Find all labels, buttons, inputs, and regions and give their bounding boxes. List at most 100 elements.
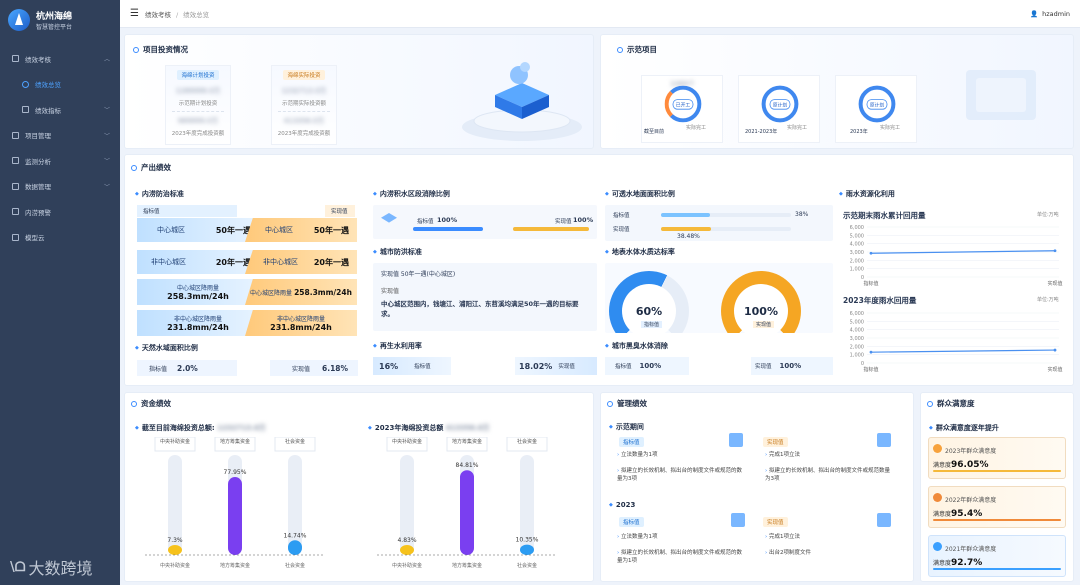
sidebar-item-data[interactable]: 数据管理 ﹀ [0,174,120,200]
permeable-target-track [661,213,791,217]
flood-tag-target: 指标值 [137,205,237,217]
waterlog-actual-value: 100% [573,216,594,224]
city-panel: 实现值 50年一遇(中心城区) 实现值 中心城区范围内，钱塘江、浦阳江、东苕溪均… [373,263,597,331]
cylinder-track [168,455,182,555]
actual-label-2: 2023年度完成投资额 [277,131,331,137]
rain-title: 雨水资源化利用 [839,189,895,199]
waterlog-actual-bar [513,227,589,231]
title-marker-icon [131,400,137,407]
gauge-actual-value: 100% [734,284,788,333]
cylinder-bar [460,470,474,555]
bar-value-label: 84.81% [456,462,479,469]
y-tick-label: 3,000 [850,336,864,342]
flood-actual-row: 中心城区 50年一遇 [245,218,357,242]
sidebar-item-projects[interactable]: 项目管理 ﹀ [0,123,120,149]
y-tick-label: 6,000 [850,311,864,317]
top-bar: ☰ 绩效考核 / 绩效总览 👤 hzadmin [120,0,1080,28]
y-tick-label: 6,000 [850,225,864,231]
layers-icon [381,213,397,223]
user-menu[interactable]: 👤 hzadmin [1030,9,1070,18]
x-tick-label: 指标值 [863,366,878,373]
bar-value-label: 14.74% [284,532,307,539]
title-marker-icon [927,400,933,407]
demo-caption: 2021-2023年 [745,129,778,135]
title-marker-icon [607,400,613,407]
x-tick-label: 社会资金 [517,562,537,569]
watermark-logo: \ᗝ [10,559,26,575]
permeable-target-bar [661,213,711,217]
demo-illustration [966,70,1036,120]
menu-icon[interactable]: ☰ [130,8,139,19]
sidebar: 杭州海绵 智慧管控平台 绩效考核 ︿ 绩效总览 绩效指标 ﹀ 项目管理 ﹀ 监测分析 ﹀… [0,0,120,585]
fund-source-label: 中央补助资金 [160,438,190,445]
y-tick-label: 5,000 [850,233,864,239]
flood-target-row: 中心城区 50年一遇 [137,218,259,242]
document-icon [877,433,891,447]
monitor-icon [12,157,19,165]
cylinder-track [520,455,534,555]
medal-icon [933,493,942,502]
x-tick-label: 中央补助资金 [392,562,422,569]
invest-illustration [462,62,582,141]
chevron-down-icon: ﹀ [103,183,110,191]
satisfaction-item-2023: 2023年群众满意度 满意度96.05% [928,437,1066,479]
sidebar-item-monitor[interactable]: 监测分析 ﹀ [0,148,120,174]
fund-source-label: 地方筹集资金 [452,438,482,445]
alarm-icon [12,208,19,216]
sidebar-item-kpi[interactable]: 绩效考核 ︿ [0,46,120,72]
permeable-title: 可透水地面面积比例 [605,189,675,199]
city-text: 中心城区范围内，钱塘江、浦阳江、东苕溪均满足50年一遇的目标要求。 [381,300,579,318]
waterlog-target-value: 100% [437,216,458,224]
surface-title: 地表水体水质达标率 [605,247,675,257]
rain-chart1-title: 示范期末雨水累计回用量 [843,211,926,220]
permeable-actual-bar [661,227,712,231]
satisfaction-bar [933,568,1061,570]
permeable-target-label: 指标值 [613,213,630,219]
mgmt-target-tag: 指标值 [619,437,644,447]
mgmt-title: 管理绩效 [607,398,647,409]
x-tick-label: 中央补助资金 [160,562,190,569]
y-tick-label: 4,000 [850,328,864,334]
funds-chart-left: 中央补助资金7.3%中央补助资金地方筹集资金77.95%地方筹集资金社会资金14… [145,437,325,569]
sidebar-item-indicators[interactable]: 绩效指标 ﹀ [0,97,120,123]
mgmt-item: 拟建立的长效机制、拟出台的制度文件或规范的数量为3项 [617,467,747,483]
document-icon [729,433,743,447]
demo-caption: 2023年 [850,129,868,135]
x-tick-label: 地方筹集资金 [220,562,250,569]
fund-source-box [506,437,548,452]
blackwater-target: 指标值 100% [605,357,689,375]
series-line [870,250,1056,254]
mgmt-actual-tag: 实现值 [763,437,788,447]
recycle-target: 16% 指标值 [373,357,451,375]
medal-icon [933,542,942,551]
demo-project-1: 1089个 已开工 截至目前 实际完工 [641,75,723,143]
breadcrumb: 绩效考核 / 绩效总览 [144,10,210,19]
flood-actual-row: 中心城区降雨量 258.3mm/24h [245,279,357,305]
rain-chart2-title: 2023年度雨水回用量 [843,296,917,305]
sidebar-item-overview[interactable]: 绩效总览 [0,72,120,98]
y-tick-label: 0 [861,361,864,367]
permeable-actual-value: 38.48% [677,233,700,240]
permeable-actual-label: 实现值 [613,227,630,233]
satisfaction-title: 群众满意度 [927,398,975,409]
permeable-panel: 指标值 38% 实现值 38.48% [605,205,833,241]
funds-left-title: 截至目前海绵投资总额: 1232713.0万 [135,423,266,433]
fund-source-box [154,437,196,452]
sidebar-item-cloud[interactable]: 模型云 [0,225,120,251]
invest-title: 项目投资情况 [133,44,188,55]
fund-source-box [214,437,256,452]
chevron-down-icon: ﹀ [103,158,110,166]
flood-target-row: 中心城区降雨量 258.3mm/24h [137,279,259,305]
flood-title: 内涝防治标准 [135,189,184,199]
breadcrumb-item[interactable]: 绩效考核 [144,10,171,19]
database-icon [12,182,19,190]
flood-target-row: 非中心城区降雨量 231.8mm/24h [137,310,259,336]
fund-source-box [274,437,316,452]
y-tick-label: 1,000 [850,267,864,273]
x-tick-label: 实现值 [1047,280,1062,287]
gauge-target-label: 指标值 [641,321,663,328]
sidebar-item-alarm[interactable]: 内涝预警 [0,199,120,225]
y-tick-label: 3,000 [850,250,864,256]
shoreline-target: 指标值 2.0% [137,360,237,376]
demo-caption: 截至目前 [644,129,665,135]
